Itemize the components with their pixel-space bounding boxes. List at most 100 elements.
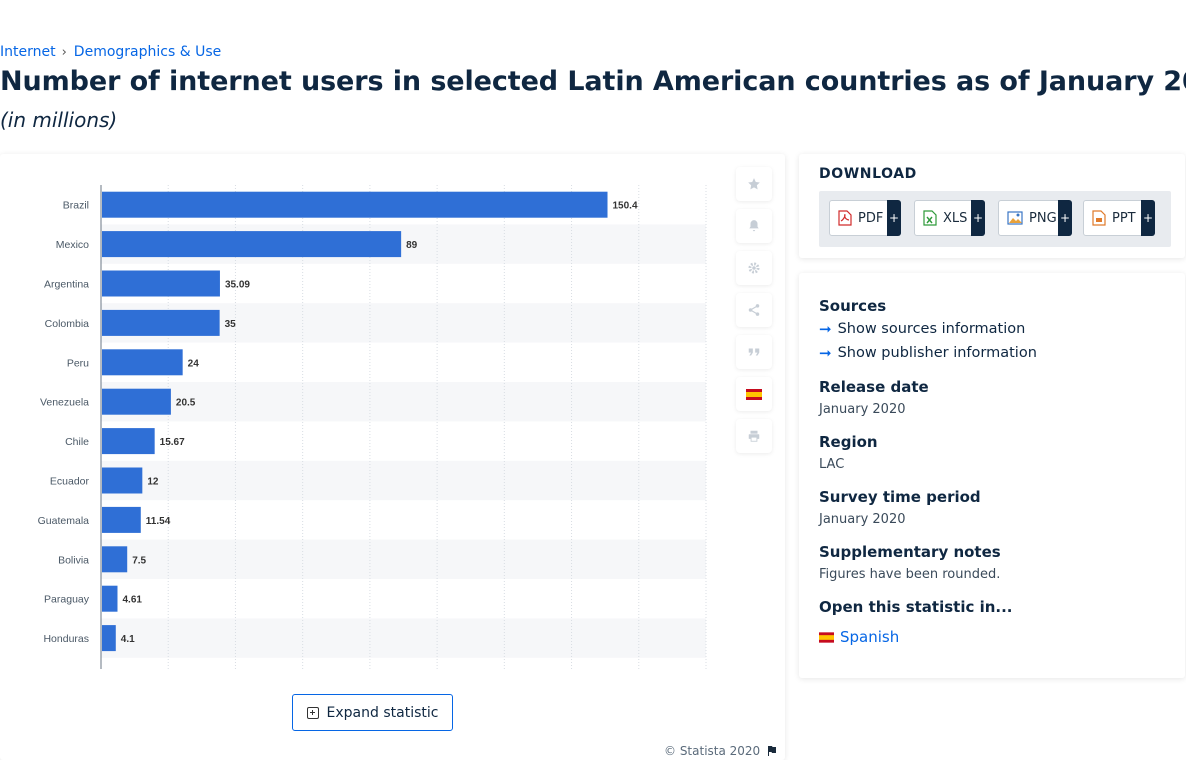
bar-peru[interactable] (102, 349, 183, 376)
breadcrumb-internet[interactable]: Internet (0, 44, 56, 60)
survey-period-heading: Survey time period (819, 488, 981, 506)
row-stripe (101, 460, 706, 501)
bar-bolivia[interactable] (102, 546, 128, 573)
value-label: 24 (188, 358, 200, 369)
ppt-file-icon (1092, 210, 1106, 226)
bar-honduras[interactable] (102, 625, 116, 652)
breadcrumb-demographics[interactable]: Demographics & Use (73, 44, 222, 60)
bar-chart: Brazil 150.4 Mexico 89 Argentina 35.09 Colombi… (38, 185, 707, 669)
region-value: LAC (819, 457, 845, 472)
download-bar: PDF + XLS + PNG + PPT + (819, 191, 1171, 247)
survey-period-value: January 2020 (819, 512, 906, 527)
open-in-heading: Open this statistic in... (819, 598, 1013, 616)
share-button[interactable] (736, 293, 772, 327)
favorite-button[interactable] (736, 167, 772, 201)
expand-statistic-button[interactable]: Expand statistic (292, 694, 453, 731)
expand-label: Expand statistic (326, 704, 439, 721)
copyright-text: © Statista 2020 (664, 744, 761, 758)
value-label: 35 (225, 319, 237, 330)
value-label: 15.67 (160, 437, 185, 448)
region-heading: Region (819, 433, 878, 451)
value-label: 4.1 (121, 634, 135, 645)
bar-guatemala[interactable] (102, 506, 141, 533)
download-ppt-plus[interactable]: + (1141, 200, 1155, 236)
notify-button[interactable] (736, 209, 772, 243)
download-pdf-plus[interactable]: + (887, 200, 901, 236)
bar-brazil[interactable] (102, 191, 608, 218)
sources-heading: Sources (819, 297, 887, 315)
flag-report-icon[interactable] (766, 745, 778, 757)
bar-venezuela[interactable] (102, 388, 171, 415)
value-label: 89 (406, 240, 418, 251)
bar-chile[interactable] (102, 428, 155, 455)
category-label: Mexico (56, 239, 89, 251)
category-label: Chile (65, 436, 89, 448)
download-xls-label: XLS (943, 210, 968, 226)
quote-icon (748, 348, 760, 356)
download-ppt-button[interactable]: PPT + (1083, 200, 1155, 236)
gear-icon (748, 262, 760, 274)
breadcrumb: Internet › Demographics & Use (0, 44, 221, 60)
value-label: 150.4 (613, 201, 638, 212)
value-label: 11.54 (146, 516, 171, 527)
xls-file-icon (923, 210, 937, 226)
download-png-button[interactable]: PNG + (998, 200, 1072, 236)
category-label: Colombia (45, 318, 90, 330)
bar-colombia[interactable] (102, 309, 220, 336)
open-in-spanish-label: Spanish (840, 628, 900, 646)
category-label: Bolivia (58, 554, 89, 566)
pdf-file-icon (838, 210, 852, 226)
spain-flag-icon (746, 388, 762, 400)
share-icon (748, 304, 760, 316)
release-date-heading: Release date (819, 378, 929, 396)
category-label: Paraguay (44, 594, 90, 606)
language-button[interactable] (736, 377, 772, 411)
star-icon (748, 178, 760, 190)
open-in-spanish-link[interactable]: Spanish (819, 628, 899, 646)
expand-icon (306, 706, 319, 719)
show-publisher-label: Show publisher information (837, 345, 1037, 361)
bar-ecuador[interactable] (102, 467, 143, 494)
supplementary-notes-heading: Supplementary notes (819, 543, 1001, 561)
download-png-label: PNG (1029, 210, 1057, 226)
value-label: 35.09 (225, 280, 250, 291)
arrow-right-icon: ➞ (819, 320, 832, 338)
row-stripe (101, 539, 706, 579)
copyright: © Statista 2020 (664, 744, 778, 758)
release-date-value: January 2020 (819, 402, 906, 417)
row-stripe (101, 618, 706, 658)
category-label: Brazil (63, 200, 89, 212)
download-xls-button[interactable]: XLS + (914, 200, 985, 236)
value-label: 4.61 (122, 595, 142, 606)
category-label: Venezuela (40, 397, 89, 409)
category-label: Peru (67, 357, 89, 369)
category-label: Argentina (44, 279, 89, 291)
show-sources-label: Show sources information (837, 321, 1026, 337)
value-label: 20.5 (176, 398, 196, 409)
value-label: 12 (147, 477, 159, 488)
cite-button[interactable] (736, 335, 772, 369)
download-ppt-label: PPT (1112, 210, 1136, 226)
download-png-plus[interactable]: + (1058, 200, 1072, 236)
category-label: Ecuador (50, 476, 90, 488)
show-sources-link[interactable]: ➞ Show sources information (819, 320, 1025, 338)
page-subtitle: (in millions) (0, 108, 118, 132)
info-card: Sources ➞ Show sources information ➞ Sho… (799, 273, 1185, 678)
value-label: 7.5 (132, 555, 146, 566)
bar-paraguay[interactable] (102, 585, 118, 612)
download-xls-plus[interactable]: + (971, 200, 985, 236)
category-label: Guatemala (38, 515, 90, 527)
supplementary-notes-value: Figures have been rounded. (819, 567, 1001, 582)
category-label: Honduras (43, 633, 89, 645)
chart-tools (736, 167, 772, 461)
download-pdf-button[interactable]: PDF + (829, 200, 901, 236)
print-button[interactable] (736, 419, 772, 453)
settings-button[interactable] (736, 251, 772, 285)
download-pdf-label: PDF (858, 210, 884, 226)
arrow-right-icon: ➞ (819, 344, 832, 362)
chart-card: Brazil 150.4 Mexico 89 Argentina 35.09 Colombi… (0, 154, 785, 760)
show-publisher-link[interactable]: ➞ Show publisher information (819, 344, 1037, 362)
bar-argentina[interactable] (102, 270, 220, 297)
bar-mexico[interactable] (102, 231, 402, 258)
print-icon (748, 430, 760, 442)
